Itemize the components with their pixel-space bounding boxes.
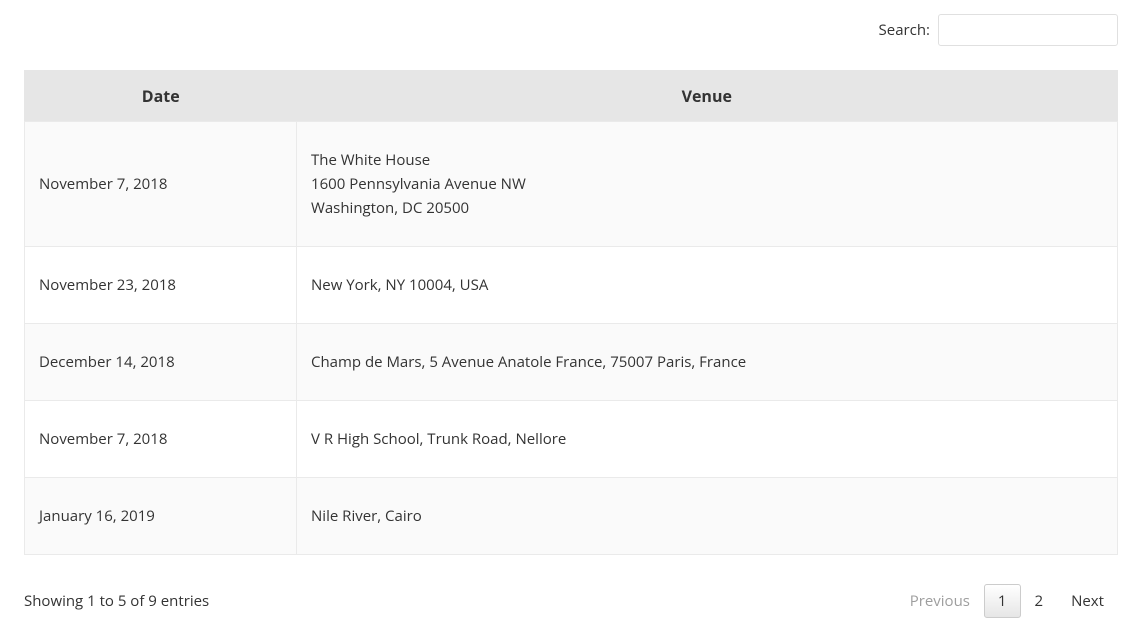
cell-venue: New York, NY 10004, USA: [297, 247, 1118, 324]
data-table: Date Venue November 7, 2018The White Hou…: [24, 70, 1118, 555]
venue-line: V R High School, Trunk Road, Nellore: [311, 427, 1103, 451]
cell-venue: V R High School, Trunk Road, Nellore: [297, 401, 1118, 478]
venue-line: 1600 Pennsylvania Avenue NW: [311, 172, 1103, 196]
cell-venue: The White House1600 Pennsylvania Avenue …: [297, 122, 1118, 247]
search-bar: Search:: [24, 14, 1118, 46]
cell-date: January 16, 2019: [25, 478, 297, 555]
pagination: Previous 12 Next: [896, 585, 1118, 617]
pagination-next[interactable]: Next: [1057, 585, 1118, 617]
column-header-date[interactable]: Date: [25, 71, 297, 122]
search-label: Search:: [879, 20, 930, 40]
table-row: December 14, 2018 Champ de Mars, 5 Avenue…: [25, 324, 1118, 401]
entries-info: Showing 1 to 5 of 9 entries: [24, 591, 209, 611]
venue-line: Nile River, Cairo: [311, 504, 1103, 528]
column-header-venue[interactable]: Venue: [297, 71, 1118, 122]
pagination-previous[interactable]: Previous: [896, 585, 984, 617]
cell-date: November 23, 2018: [25, 247, 297, 324]
pagination-page-1[interactable]: 1: [984, 584, 1021, 618]
table-footer: Showing 1 to 5 of 9 entries Previous 12 …: [24, 585, 1118, 617]
table-header-row: Date Venue: [25, 71, 1118, 122]
pagination-page-2[interactable]: 2: [1021, 584, 1058, 618]
venue-line: New York, NY 10004, USA: [311, 273, 1103, 297]
table-row: January 16, 2019 Nile River, Cairo: [25, 478, 1118, 555]
venue-line: Washington, DC 20500: [311, 196, 1103, 220]
cell-venue: Nile River, Cairo: [297, 478, 1118, 555]
cell-date: November 7, 2018: [25, 401, 297, 478]
table-row: November 7, 2018 V R High School, Trunk R…: [25, 401, 1118, 478]
venue-line: The White House: [311, 148, 1103, 172]
table-row: November 7, 2018The White House1600 Penn…: [25, 122, 1118, 247]
venue-line: Champ de Mars, 5 Avenue Anatole France, …: [311, 350, 1103, 374]
cell-date: November 7, 2018: [25, 122, 297, 247]
cell-venue: Champ de Mars, 5 Avenue Anatole France, …: [297, 324, 1118, 401]
table-row: November 23, 2018 New York, NY 10004, USA: [25, 247, 1118, 324]
cell-date: December 14, 2018: [25, 324, 297, 401]
search-input[interactable]: [938, 14, 1118, 46]
